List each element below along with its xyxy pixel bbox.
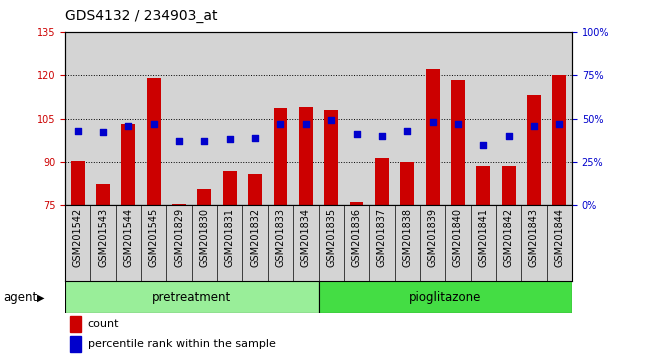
Point bbox=[428, 119, 438, 125]
Point bbox=[554, 121, 564, 127]
Bar bbox=[70, 316, 81, 332]
Point bbox=[352, 131, 362, 137]
Bar bbox=[426, 69, 439, 205]
Text: GSM201844: GSM201844 bbox=[554, 207, 564, 267]
Bar bbox=[96, 184, 110, 205]
Point bbox=[225, 137, 235, 142]
Point bbox=[377, 133, 387, 139]
Point bbox=[72, 128, 83, 133]
Text: GSM201841: GSM201841 bbox=[478, 207, 488, 267]
Point bbox=[529, 123, 539, 129]
Bar bbox=[172, 204, 186, 205]
Point bbox=[149, 121, 159, 127]
Point bbox=[98, 130, 108, 135]
Text: GSM201833: GSM201833 bbox=[276, 207, 285, 267]
Text: GDS4132 / 234903_at: GDS4132 / 234903_at bbox=[65, 9, 218, 23]
Text: GSM201829: GSM201829 bbox=[174, 207, 184, 267]
Text: GSM201842: GSM201842 bbox=[504, 207, 514, 267]
Bar bbox=[350, 202, 363, 205]
Bar bbox=[552, 75, 566, 205]
Point bbox=[124, 123, 134, 129]
Text: GSM201832: GSM201832 bbox=[250, 207, 260, 267]
Text: agent: agent bbox=[3, 291, 38, 304]
Point bbox=[199, 138, 209, 144]
Text: GSM201544: GSM201544 bbox=[124, 207, 133, 267]
Bar bbox=[65, 281, 318, 313]
Bar bbox=[70, 337, 81, 352]
Bar bbox=[451, 80, 465, 205]
Text: percentile rank within the sample: percentile rank within the sample bbox=[88, 339, 276, 349]
Point bbox=[478, 142, 489, 147]
Text: GSM201542: GSM201542 bbox=[73, 207, 83, 267]
Point bbox=[250, 135, 260, 141]
Point bbox=[452, 121, 463, 127]
Text: GSM201543: GSM201543 bbox=[98, 207, 108, 267]
Bar bbox=[324, 110, 338, 205]
Text: count: count bbox=[88, 319, 120, 329]
Bar bbox=[223, 171, 237, 205]
Point bbox=[174, 138, 185, 144]
Bar bbox=[400, 162, 414, 205]
Bar bbox=[375, 158, 389, 205]
Bar bbox=[527, 96, 541, 205]
Bar bbox=[198, 189, 211, 205]
Bar bbox=[318, 281, 572, 313]
Text: ▶: ▶ bbox=[37, 292, 45, 302]
Text: GSM201843: GSM201843 bbox=[529, 207, 539, 267]
Bar bbox=[122, 124, 135, 205]
Point bbox=[504, 133, 514, 139]
Text: GSM201840: GSM201840 bbox=[453, 207, 463, 267]
Text: GSM201545: GSM201545 bbox=[149, 207, 159, 267]
Bar bbox=[147, 78, 161, 205]
Text: GSM201831: GSM201831 bbox=[225, 207, 235, 267]
Point bbox=[276, 121, 286, 127]
Text: pioglitazone: pioglitazone bbox=[409, 291, 482, 304]
Text: pretreatment: pretreatment bbox=[152, 291, 231, 304]
Bar bbox=[299, 107, 313, 205]
Bar bbox=[248, 173, 262, 205]
Bar bbox=[476, 166, 490, 205]
Text: GSM201837: GSM201837 bbox=[377, 207, 387, 267]
Bar bbox=[71, 160, 84, 205]
Text: GSM201838: GSM201838 bbox=[402, 207, 412, 267]
Text: GSM201836: GSM201836 bbox=[352, 207, 361, 267]
Point bbox=[300, 121, 311, 127]
Bar bbox=[274, 108, 287, 205]
Point bbox=[326, 118, 337, 123]
Bar bbox=[502, 166, 515, 205]
Point bbox=[402, 128, 413, 133]
Text: GSM201839: GSM201839 bbox=[428, 207, 437, 267]
Text: GSM201834: GSM201834 bbox=[301, 207, 311, 267]
Text: GSM201835: GSM201835 bbox=[326, 207, 336, 267]
Text: GSM201830: GSM201830 bbox=[200, 207, 209, 267]
